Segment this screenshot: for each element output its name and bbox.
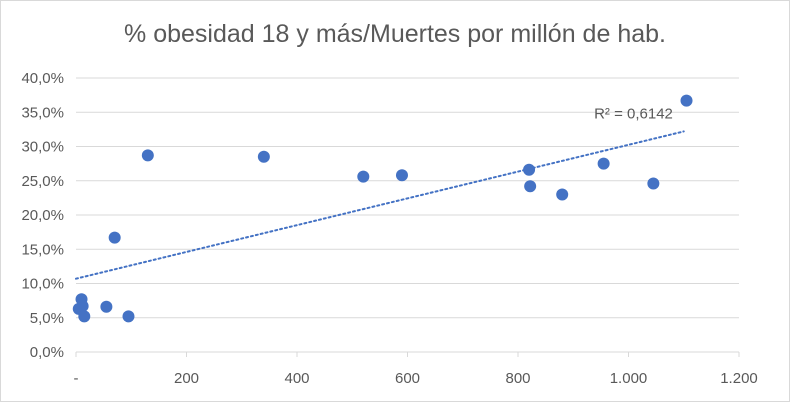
data-point [556, 188, 569, 201]
data-point [108, 231, 121, 244]
x-tick-label: 1.000 [610, 370, 648, 387]
data-point [122, 310, 135, 323]
trendline-group: R² = 0,6142 [75, 106, 685, 280]
tick-labels: 0,0% 5,0% 10,0% 15,0% 20,0% 25,0% 30,0% 35,0% 40… [21, 70, 757, 387]
y-tick-label: 0,0% [30, 344, 64, 361]
data-point [597, 157, 610, 170]
data-point [523, 163, 536, 176]
y-tick-label: 10,0% [21, 276, 64, 293]
y-tick-label: 25,0% [21, 173, 64, 190]
x-tick-label: - [74, 370, 79, 387]
data-point [647, 177, 660, 190]
data-point [78, 310, 91, 323]
x-tick-label: 800 [505, 370, 530, 387]
axes [75, 351, 740, 357]
data-point [680, 94, 693, 107]
trendline-r2-label: R² = 0,6142 [594, 106, 673, 123]
data-point [357, 170, 370, 183]
y-tick-label: 35,0% [21, 104, 64, 121]
data-point [257, 150, 270, 163]
y-tick-label: 15,0% [21, 241, 64, 258]
y-tick-label: 30,0% [21, 139, 64, 156]
x-tick-label: 200 [174, 370, 199, 387]
x-tick-label: 400 [284, 370, 309, 387]
data-point [76, 300, 89, 313]
y-tick-label: 5,0% [30, 310, 64, 327]
trendline [75, 130, 685, 280]
x-tick-label: 1.200 [720, 370, 758, 387]
y-tick-label: 40,0% [21, 70, 64, 87]
data-points [72, 94, 693, 323]
data-point [524, 180, 537, 193]
data-point [395, 169, 408, 182]
chart-title: % obesidad 18 y más/Muertes por millón d… [124, 20, 666, 48]
x-tick-label: 600 [395, 370, 420, 387]
gridlines [76, 77, 739, 353]
data-point [141, 149, 154, 162]
data-point [100, 300, 113, 313]
y-tick-label: 20,0% [21, 207, 64, 224]
